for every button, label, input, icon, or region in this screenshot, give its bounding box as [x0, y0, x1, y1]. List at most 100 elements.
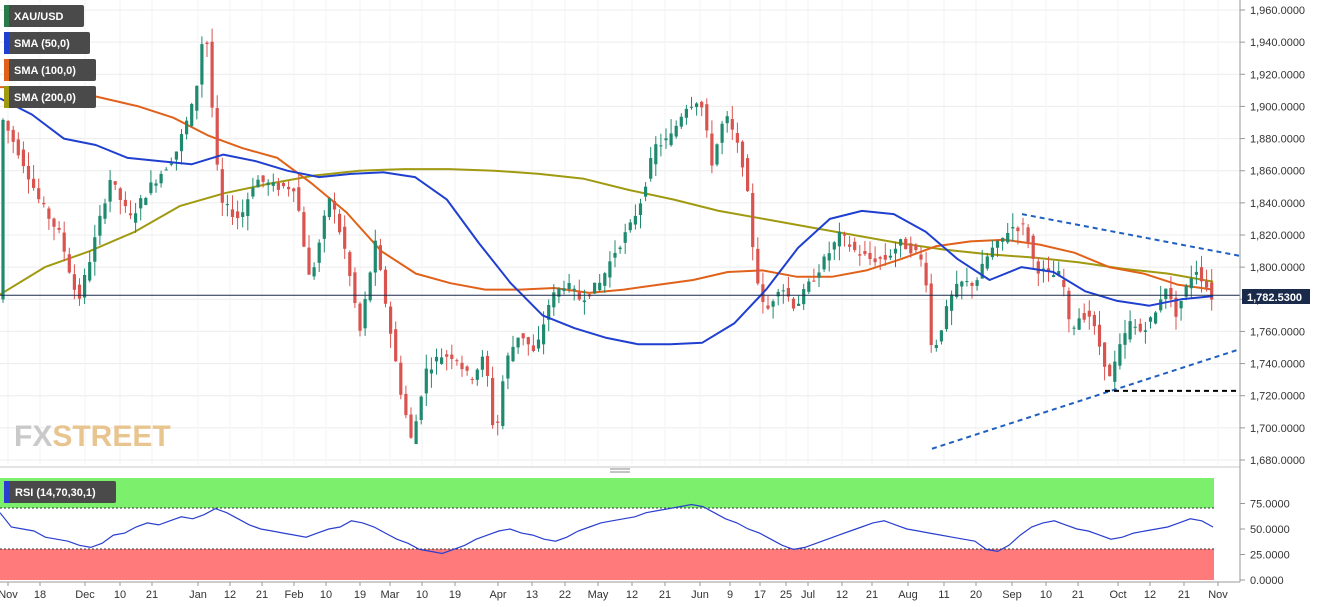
trendlines — [931, 213, 1241, 450]
candle-up — [562, 288, 566, 291]
candle-down — [786, 287, 790, 297]
candle-down — [11, 129, 15, 142]
candle-down — [455, 360, 459, 362]
candle-up — [827, 253, 831, 261]
candle-down — [1174, 297, 1178, 317]
legend-sma200[interactable]: SMA (200,0) — [4, 86, 96, 108]
legend-sma100-label: SMA (100,0) — [14, 65, 76, 77]
candle-down — [62, 232, 66, 252]
x-tick-label: Mar — [381, 589, 400, 601]
candle-up — [618, 247, 622, 250]
candle-up — [83, 274, 87, 298]
x-tick-label: 12 — [224, 589, 236, 601]
rsi-legend[interactable]: RSI (14,70,30,1) — [4, 481, 116, 503]
candle-down — [460, 362, 464, 370]
candle-down — [756, 248, 760, 284]
candle-up — [429, 369, 433, 374]
candle-up — [246, 199, 250, 217]
candle-up — [776, 291, 780, 297]
candle-down — [848, 244, 852, 247]
candle-up — [1057, 271, 1061, 276]
candle-up — [1123, 333, 1127, 345]
candle-up — [195, 85, 199, 111]
candle-up — [547, 304, 551, 320]
candle-down — [236, 211, 240, 219]
sma-100-path — [0, 86, 1214, 294]
candle-up — [638, 203, 643, 216]
candle-up — [1184, 285, 1188, 297]
candle-down — [77, 284, 82, 299]
candle-down — [378, 245, 382, 270]
candle-up — [241, 212, 245, 217]
candle-up — [373, 240, 377, 273]
legend-sma100[interactable]: SMA (100,0) — [4, 59, 96, 81]
candle-up — [832, 242, 836, 250]
candle-down — [230, 209, 235, 217]
candle-up — [154, 183, 158, 186]
candle-down — [853, 241, 857, 251]
candle-down — [1062, 279, 1066, 288]
candle-up — [990, 247, 994, 258]
candle-down — [445, 354, 449, 357]
candle-up — [695, 103, 699, 108]
candle-up — [980, 263, 984, 279]
candle-up — [669, 133, 673, 146]
candle-up — [1006, 232, 1010, 243]
candle-up — [817, 272, 821, 278]
candle-down — [904, 238, 908, 250]
x-tick-label: 21 — [1072, 589, 1084, 601]
candle-up — [985, 256, 989, 269]
legend-xau[interactable]: XAU/USD — [4, 5, 84, 27]
candle-down — [791, 298, 796, 309]
candle-up — [888, 255, 892, 258]
candle-down — [42, 202, 46, 205]
candle-down — [394, 329, 398, 362]
candle-down — [878, 257, 882, 259]
candle-down — [72, 274, 76, 290]
candle-up — [424, 368, 428, 394]
candle-up — [603, 273, 607, 286]
candle-up — [516, 337, 520, 348]
candle-up — [108, 179, 112, 202]
candle-up — [893, 248, 898, 254]
price-tick-label: 1,900.0000 — [1250, 101, 1305, 113]
candle-down — [970, 283, 974, 286]
candle-down — [276, 182, 280, 190]
candle-up — [572, 288, 576, 291]
sma-200-path — [0, 168, 1214, 296]
candle-down — [1210, 282, 1214, 300]
candle-down — [57, 227, 61, 230]
candle-down — [383, 269, 388, 304]
candle-down — [348, 252, 352, 276]
x-tick-label: Nov — [1208, 589, 1228, 601]
price-plot-area — [0, 0, 1240, 465]
candle-down — [1205, 281, 1209, 288]
candle-up — [225, 204, 229, 206]
candle-up — [144, 197, 148, 205]
candle-up — [93, 237, 97, 262]
candle-up — [725, 116, 729, 124]
candle-down — [496, 421, 500, 423]
legend-sma50[interactable]: SMA (50,0) — [4, 32, 90, 54]
candle-up — [185, 120, 189, 135]
candle-down — [531, 345, 535, 352]
candle-down — [1026, 227, 1030, 243]
candle-down — [1016, 227, 1020, 232]
price-tick-label: 1,960.0000 — [1250, 5, 1305, 17]
current-price-tag: 1,782.5300 — [1242, 289, 1310, 304]
x-tick-label: 17 — [754, 589, 766, 601]
rsi-axis: 75.0000 50.0000 25.0000 0.0000 — [1240, 499, 1290, 587]
x-tick-label: 12 — [626, 589, 638, 601]
pane-splitter[interactable] — [0, 466, 1240, 473]
candle-down — [1021, 223, 1025, 225]
candle-down — [1046, 268, 1051, 271]
candle-up — [664, 138, 668, 141]
candle-down — [705, 104, 709, 131]
candle-up — [312, 267, 316, 277]
x-tick-label: 21 — [256, 589, 268, 601]
rsi-tick-label: 75.0000 — [1250, 499, 1290, 511]
candle-up — [955, 283, 959, 297]
candle-up — [944, 306, 949, 330]
candle-up — [1143, 330, 1147, 332]
